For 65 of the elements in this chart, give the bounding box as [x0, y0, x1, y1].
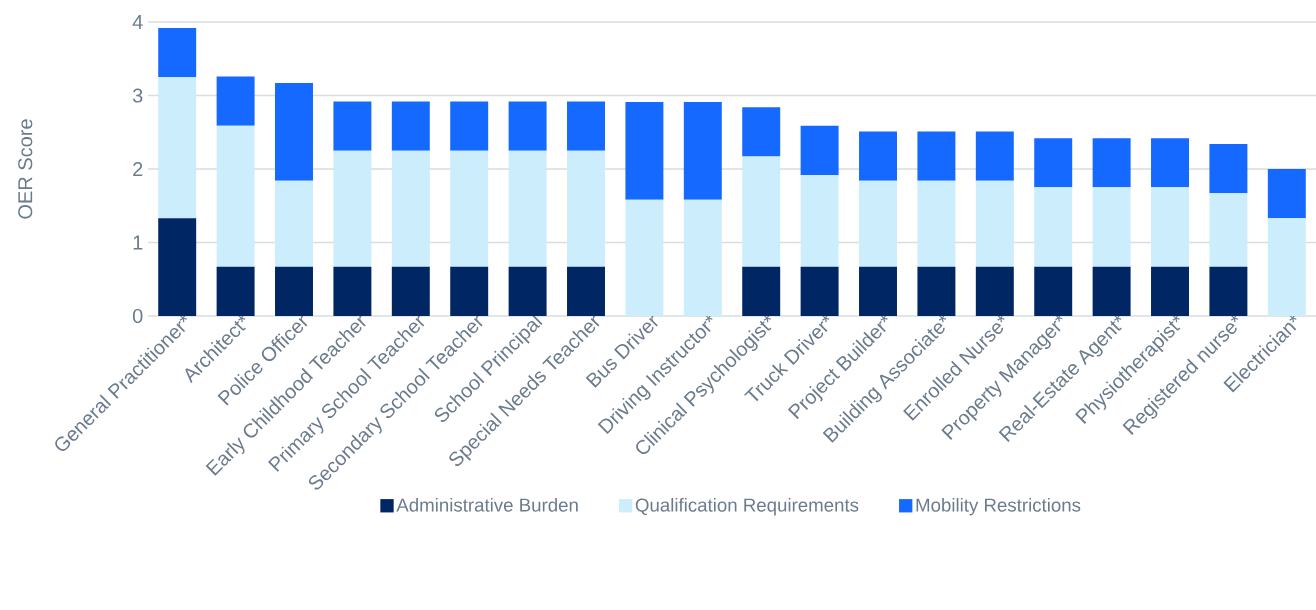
- bar: [917, 266, 956, 316]
- y-tick-label: 4: [132, 15, 143, 29]
- y-tick-label: 3: [132, 88, 143, 103]
- bar: [975, 180, 1014, 267]
- bar: [800, 266, 839, 316]
- legend-label: Administrative Burden: [396, 498, 578, 512]
- bar: [391, 150, 430, 267]
- bar: [1151, 187, 1189, 267]
- bar: [450, 150, 489, 267]
- bar: [216, 125, 255, 267]
- bar: [1209, 193, 1248, 267]
- bar: [1151, 138, 1189, 188]
- bar: [567, 150, 605, 267]
- bar: [1267, 169, 1306, 219]
- bar: [275, 180, 313, 267]
- bar: [625, 102, 664, 200]
- bar: [391, 101, 430, 151]
- y-tick-label: 1: [133, 235, 143, 250]
- bar: [859, 131, 897, 181]
- bar: [450, 266, 489, 316]
- bar: [975, 131, 1014, 181]
- bar: [333, 150, 372, 267]
- bar: [975, 266, 1014, 316]
- bar: [1092, 138, 1131, 188]
- bar: [859, 266, 897, 316]
- bar: [275, 83, 313, 181]
- bar: [859, 180, 897, 267]
- bar: [1034, 266, 1073, 316]
- bar: [333, 101, 372, 151]
- bar: [1034, 138, 1073, 188]
- bar: [742, 266, 781, 316]
- bar: [800, 125, 839, 175]
- bar: [508, 101, 547, 151]
- bar: [567, 101, 605, 151]
- bar: [1209, 144, 1248, 194]
- bar: [625, 199, 664, 316]
- bar: [683, 199, 722, 316]
- y-axis-title: OER Score: [18, 119, 33, 219]
- bar: [1151, 266, 1189, 316]
- bar: [683, 102, 722, 200]
- bar: [508, 266, 547, 316]
- bar: [1209, 266, 1248, 316]
- bar: [917, 180, 956, 267]
- bar: [275, 266, 313, 316]
- bar: [1267, 218, 1306, 316]
- bar: [216, 76, 255, 126]
- bar: [450, 101, 489, 151]
- bar: [158, 77, 197, 219]
- bar: [800, 174, 839, 267]
- bar: [742, 107, 781, 157]
- bar: [508, 150, 547, 267]
- bar: [1034, 187, 1073, 267]
- bar: [158, 27, 197, 78]
- bar: [333, 266, 372, 316]
- y-tick-label: 2: [133, 162, 143, 176]
- legend-label: Qualification Requirements: [635, 498, 859, 516]
- bar: [917, 131, 956, 181]
- bar: [567, 266, 605, 316]
- bar: [742, 156, 781, 267]
- bar: [158, 218, 197, 316]
- bar: [1092, 266, 1131, 316]
- bar: [216, 266, 255, 316]
- legend-label: Mobility Restrictions: [916, 498, 1081, 516]
- bar: [391, 266, 430, 316]
- bar: [1092, 187, 1131, 267]
